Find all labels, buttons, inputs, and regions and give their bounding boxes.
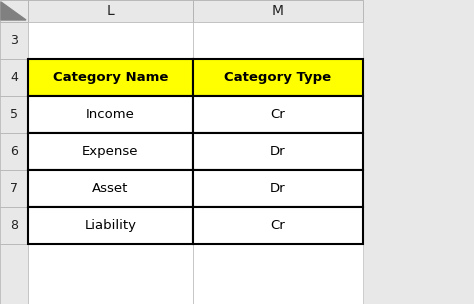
Text: 7: 7 [10,182,18,195]
Text: Expense: Expense [82,145,139,158]
Bar [193,207,363,244]
Bar [193,96,363,133]
Text: Liability: Liability [84,219,137,232]
Text: L: L [107,4,114,18]
Text: Category Name: Category Name [53,71,168,84]
Text: Asset: Asset [92,182,128,195]
Text: Category Type: Category Type [224,71,331,84]
Bar [28,0,193,22]
Bar [28,244,193,304]
Bar [193,96,363,133]
Text: Cr: Cr [271,219,285,232]
Bar [193,133,363,170]
Text: 6: 6 [10,145,18,158]
Bar [28,170,193,207]
Bar [193,170,363,207]
Bar [0,22,28,59]
Text: Income: Income [86,108,135,121]
Text: 5: 5 [10,108,18,121]
Text: M: M [272,4,284,18]
Bar [193,207,363,244]
Text: Cr: Cr [271,108,285,121]
Bar [0,96,28,133]
Text: 4: 4 [10,71,18,84]
Bar [28,133,193,170]
Bar [0,0,28,22]
Bar [28,22,193,59]
Text: 3: 3 [10,34,18,47]
Bar [193,0,363,22]
Bar [0,207,28,244]
Text: Dr: Dr [270,182,286,195]
Bar [0,244,28,304]
Bar [28,207,193,244]
Bar [28,59,193,96]
Text: 8: 8 [10,219,18,232]
Bar [193,133,363,170]
Text: Dr: Dr [270,145,286,158]
Bar [28,207,193,244]
Bar [28,96,193,133]
Bar [28,170,193,207]
Polygon shape [1,2,26,20]
Bar [193,22,363,59]
Bar [28,96,193,133]
Bar [193,244,363,304]
Bar [193,170,363,207]
Bar [0,59,28,96]
Bar [193,59,363,96]
Bar [28,133,193,170]
Bar [193,59,363,96]
Bar [0,170,28,207]
Bar [28,59,193,96]
Bar [0,133,28,170]
